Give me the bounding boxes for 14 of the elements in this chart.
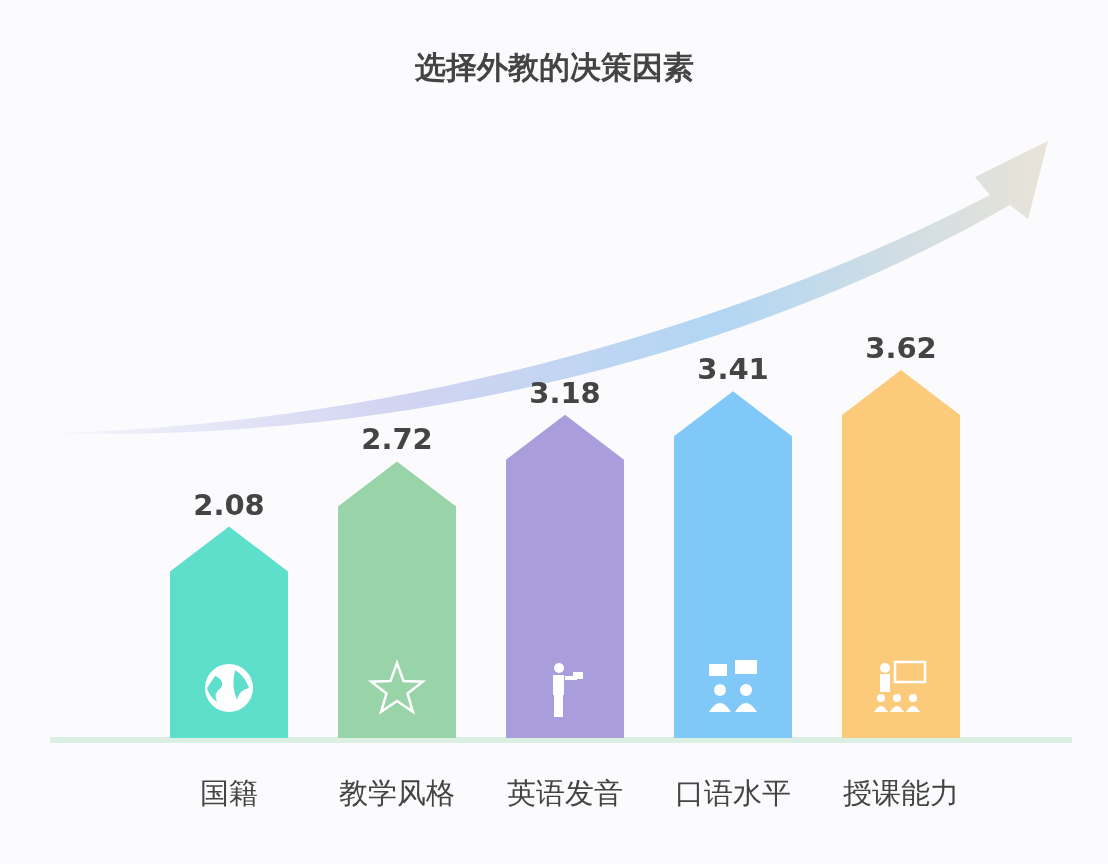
x-tick-label: 英语发音 [507, 776, 623, 810]
bar [506, 414, 624, 738]
chart-title: 选择外教的决策因素 [413, 49, 694, 85]
data-label: 3.18 [529, 375, 601, 410]
data-label: 2.72 [361, 422, 433, 457]
x-tick-label: 国籍 [200, 776, 258, 810]
data-label: 3.62 [865, 331, 937, 365]
data-label: 3.41 [697, 352, 769, 387]
data-label: 2.08 [193, 487, 265, 522]
bar [842, 370, 960, 738]
x-tick-label: 口语水平 [675, 776, 791, 810]
x-tick-label: 授课能力 [843, 776, 959, 810]
bar [674, 391, 792, 738]
x-tick-label: 教学风格 [339, 776, 455, 810]
